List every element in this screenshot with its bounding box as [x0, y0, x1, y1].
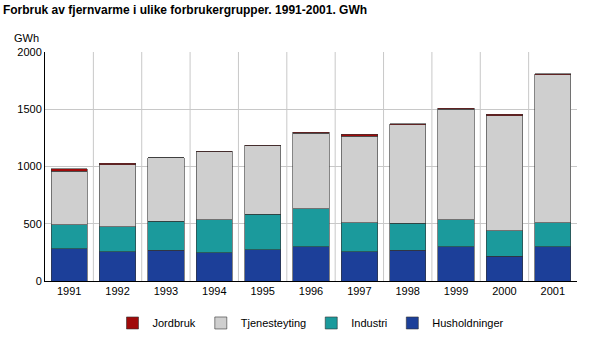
svg-text:0: 0	[36, 275, 42, 287]
svg-text:Tjenesteyting: Tjenesteyting	[241, 317, 306, 329]
svg-text:1500: 1500	[17, 103, 41, 115]
svg-text:Industri: Industri	[351, 317, 387, 329]
svg-text:GWh: GWh	[14, 32, 39, 44]
svg-text:1991: 1991	[57, 285, 81, 297]
svg-text:2000: 2000	[17, 46, 41, 58]
svg-text:Husholdninger: Husholdninger	[432, 317, 503, 329]
svg-text:Jordbruk: Jordbruk	[153, 317, 196, 329]
svg-text:2001: 2001	[541, 285, 565, 297]
svg-text:1993: 1993	[154, 285, 178, 297]
svg-text:1000: 1000	[17, 160, 41, 172]
svg-text:1997: 1997	[347, 285, 371, 297]
svg-text:500: 500	[23, 218, 41, 230]
svg-text:Forbruk av fjernvarme i ulike: Forbruk av fjernvarme i ulike forbrukerg…	[3, 3, 367, 17]
svg-text:1998: 1998	[395, 285, 419, 297]
svg-text:1995: 1995	[250, 285, 274, 297]
svg-text:1994: 1994	[202, 285, 226, 297]
svg-text:1999: 1999	[444, 285, 468, 297]
svg-text:2000: 2000	[492, 285, 516, 297]
svg-text:1992: 1992	[105, 285, 129, 297]
svg-text:1996: 1996	[299, 285, 323, 297]
